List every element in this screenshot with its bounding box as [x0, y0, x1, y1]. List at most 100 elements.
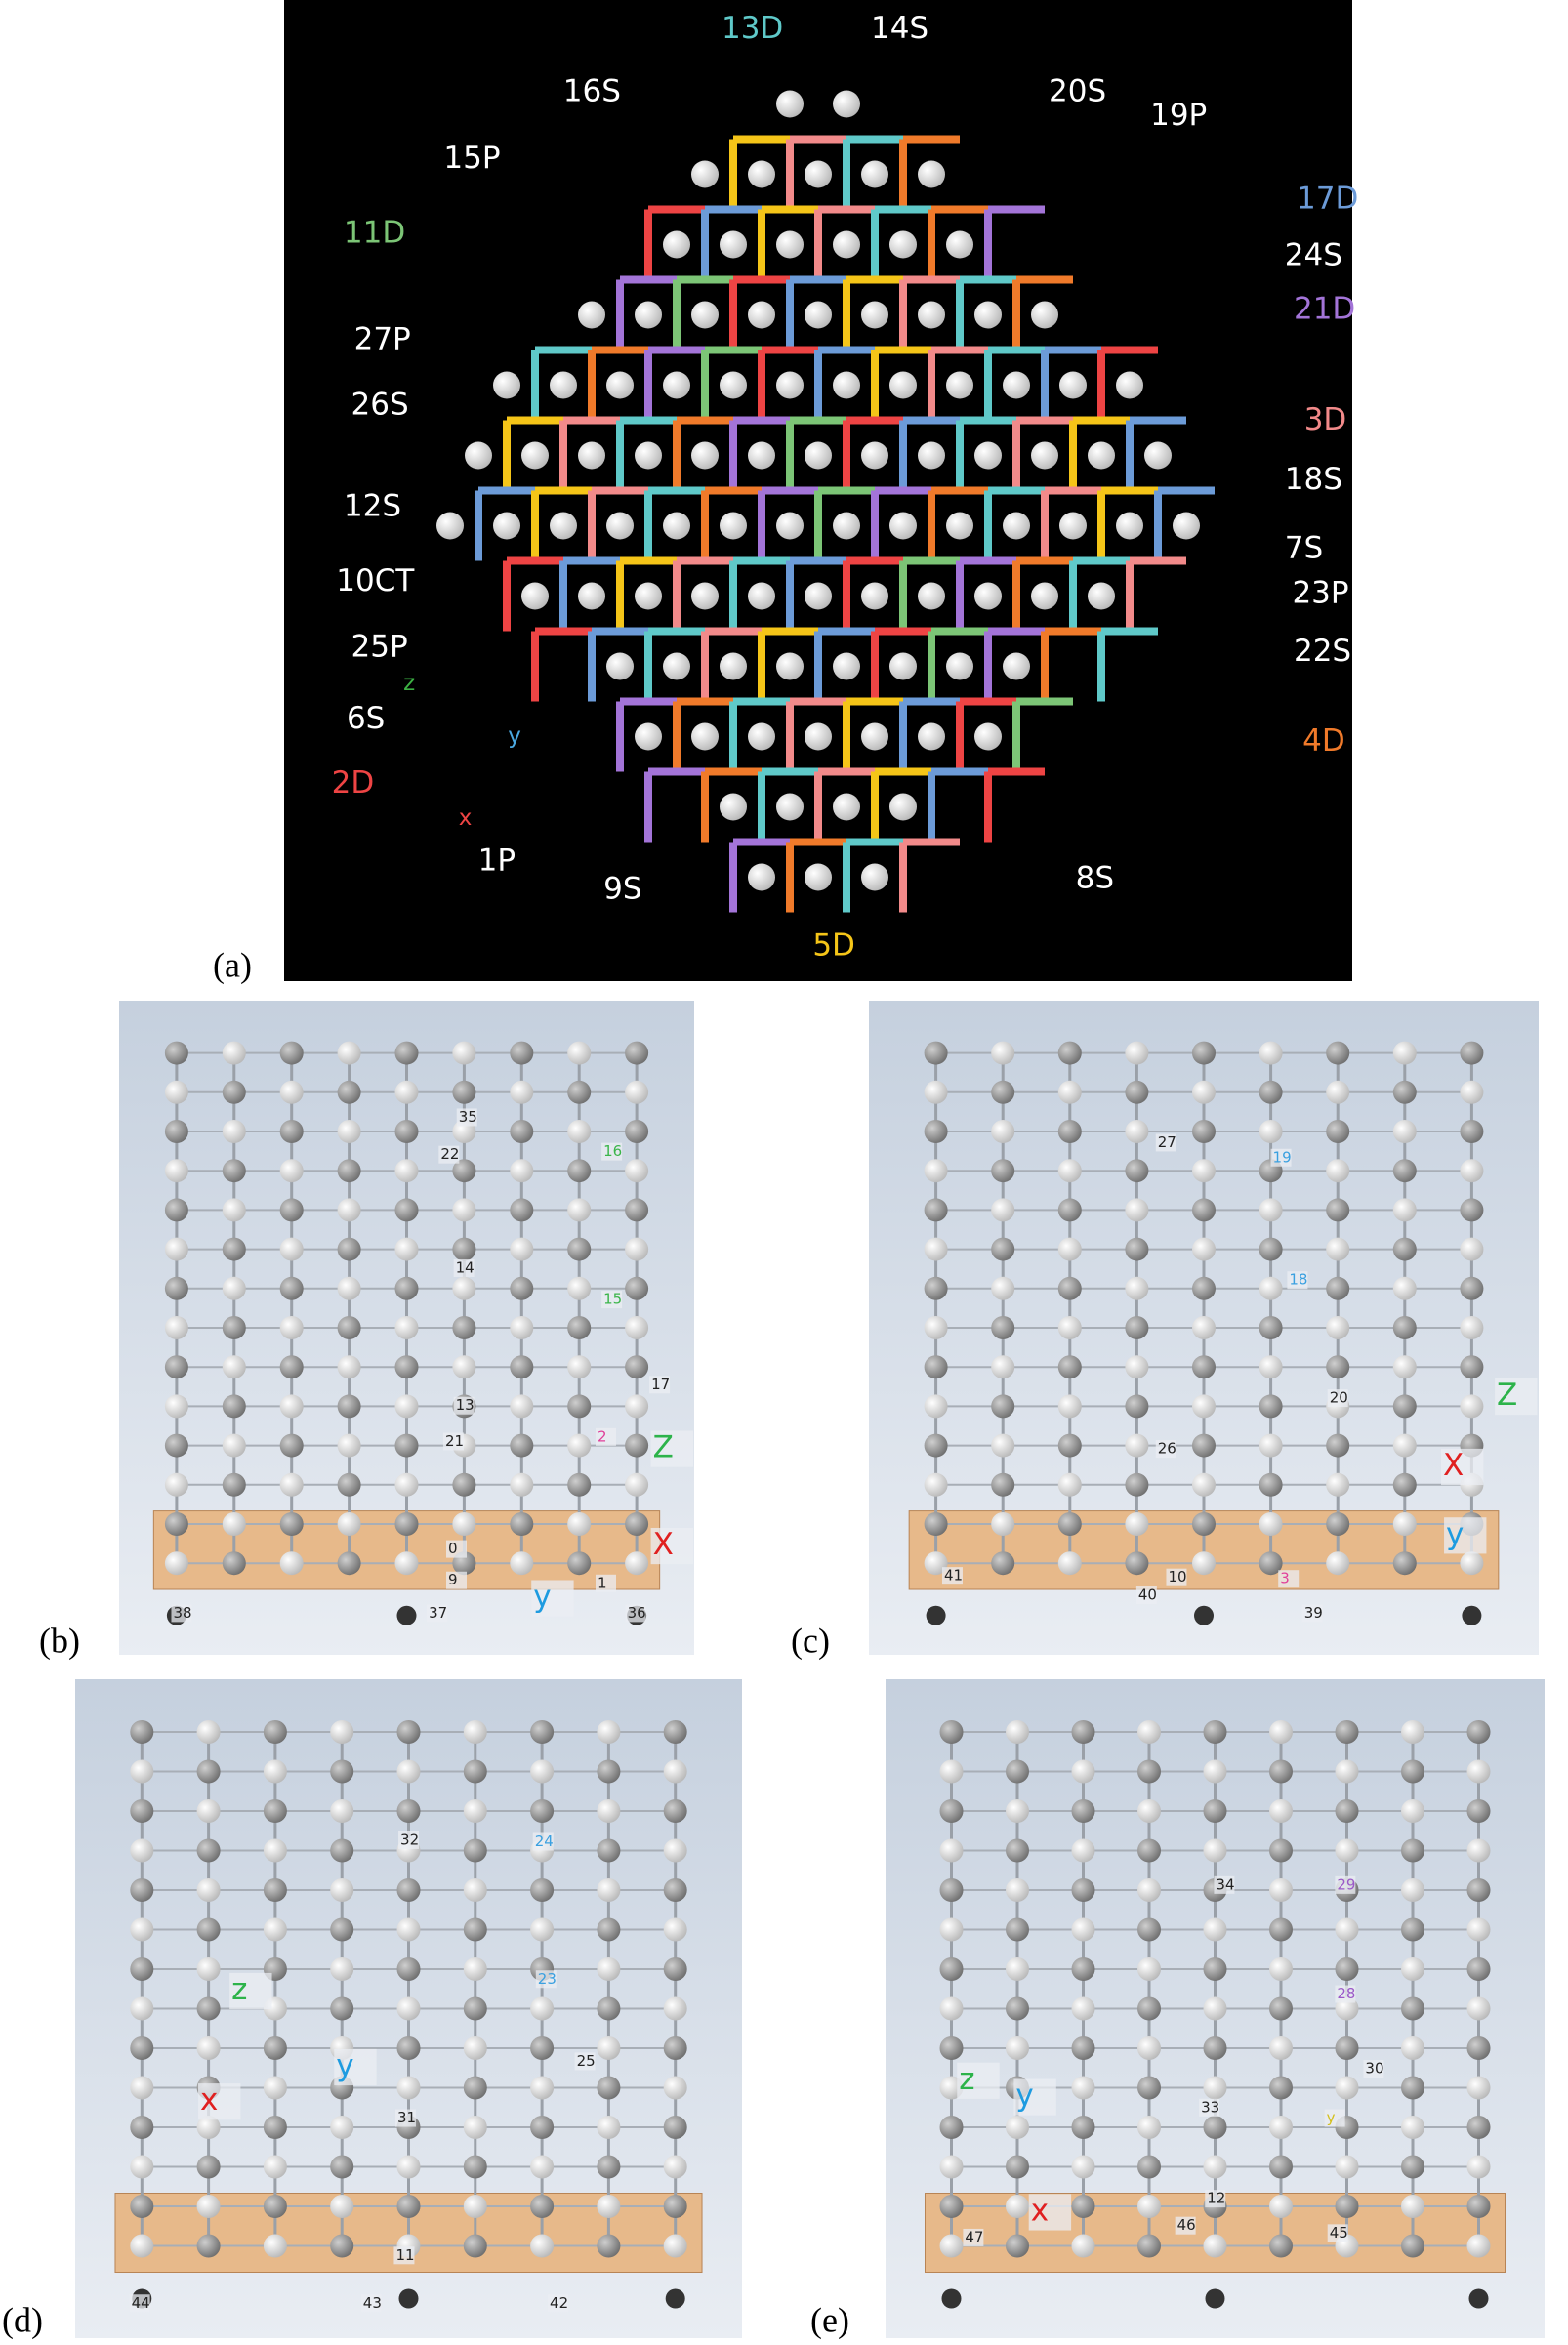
label-backdrop	[1175, 2216, 1196, 2235]
node-sphere	[720, 371, 747, 399]
node-sphere	[394, 1041, 419, 1065]
label-backdrop	[1205, 2190, 1226, 2208]
node-sphere	[991, 1041, 1015, 1065]
node-sphere	[1144, 441, 1172, 470]
annotation: 34	[1216, 1875, 1234, 1893]
label-backdrop	[649, 1376, 671, 1394]
node-sphere	[530, 2195, 555, 2218]
node-sphere	[337, 1316, 361, 1339]
node-sphere	[337, 1198, 361, 1222]
node-sphere	[924, 1159, 948, 1183]
node-sphere	[1125, 1080, 1149, 1104]
node-sphere	[991, 1080, 1015, 1104]
node-sphere	[452, 1159, 476, 1183]
node-sphere	[196, 1957, 221, 1981]
node-sphere	[805, 301, 832, 329]
node-sphere	[991, 1316, 1015, 1339]
label-backdrop	[1214, 1875, 1235, 1894]
node-sphere	[663, 1720, 687, 1744]
node-sphere	[330, 1957, 354, 1981]
node-sphere	[463, 1799, 487, 1823]
annotation: 23P	[1292, 575, 1348, 610]
node-sphere	[663, 652, 690, 680]
node-sphere	[330, 2116, 354, 2139]
node-sphere	[939, 2155, 964, 2179]
node-sphere	[1125, 1394, 1149, 1419]
node-sphere	[510, 1472, 534, 1497]
node-sphere	[1259, 1080, 1283, 1104]
label-backdrop	[1495, 1378, 1538, 1416]
annotation: 13	[456, 1396, 475, 1414]
annotation: 14S	[871, 11, 928, 46]
node-sphere	[567, 1551, 592, 1576]
node-sphere	[1259, 1355, 1283, 1379]
panel	[869, 1001, 1539, 1655]
node-sphere	[1401, 2076, 1424, 2100]
node-sphere	[1137, 1759, 1161, 1784]
node-sphere	[1137, 1957, 1161, 1981]
label-backdrop	[1335, 1875, 1356, 1894]
node-sphere	[130, 1759, 154, 1784]
node-sphere	[1392, 1512, 1417, 1536]
node-sphere	[1259, 1276, 1283, 1300]
node-sphere	[279, 1080, 304, 1104]
node-sphere	[396, 2195, 421, 2218]
node-sphere	[1192, 1276, 1216, 1300]
node-sphere	[1392, 1472, 1417, 1497]
node-sphere	[222, 1159, 246, 1183]
node-sphere	[1057, 1120, 1082, 1143]
node-sphere	[1326, 1512, 1350, 1536]
node-sphere	[663, 512, 690, 540]
node-sphere	[1057, 1041, 1082, 1065]
label-backdrop	[398, 1831, 420, 1849]
node-sphere	[510, 1355, 534, 1379]
node-sphere	[1137, 2195, 1161, 2218]
node-sphere	[663, 2195, 687, 2218]
panel-label: (c)	[791, 1621, 830, 1660]
node-sphere	[1466, 2195, 1491, 2218]
node-sphere	[1326, 1237, 1350, 1261]
node-sphere	[663, 1957, 687, 1981]
panel-label: (a)	[213, 945, 252, 984]
node-sphere	[1071, 1917, 1095, 1942]
node-sphere	[510, 1433, 534, 1458]
node-sphere	[1335, 2155, 1359, 2179]
node-sphere	[924, 1276, 948, 1300]
node-sphere	[1259, 1237, 1283, 1261]
node-sphere	[691, 160, 719, 188]
node-sphere	[805, 582, 832, 610]
node-sphere	[452, 1041, 476, 1065]
node-sphere	[196, 1720, 221, 1744]
node-sphere	[1335, 1957, 1359, 1981]
node-sphere	[452, 1237, 476, 1261]
node-sphere	[222, 1472, 246, 1497]
node-sphere	[567, 1237, 592, 1261]
node-sphere	[330, 1917, 354, 1942]
node-sphere	[1192, 1394, 1216, 1419]
node-sphere	[1192, 1041, 1216, 1065]
node-sphere	[1326, 1472, 1350, 1497]
panel-label: (e)	[810, 2300, 849, 2339]
panel	[75, 1679, 742, 2338]
node-sphere	[164, 1551, 188, 1576]
node-sphere	[597, 2234, 621, 2258]
node-sphere	[130, 2195, 154, 2218]
node-sphere	[164, 1120, 188, 1143]
annotation: z	[403, 671, 415, 696]
node-sphere	[889, 512, 917, 540]
node-sphere	[861, 160, 888, 188]
annotation: 16	[603, 1142, 622, 1160]
node-sphere	[939, 2036, 964, 2060]
label-backdrop	[1013, 2078, 1056, 2116]
node-sphere	[1031, 441, 1058, 470]
label-backdrop	[393, 2246, 415, 2265]
label-backdrop	[1440, 1448, 1484, 1486]
annotation: 19P	[1150, 98, 1207, 133]
node-sphere	[1137, 1878, 1161, 1902]
node-sphere	[1460, 1041, 1484, 1065]
node-sphere	[805, 441, 832, 470]
annotation: 14	[456, 1258, 475, 1276]
node-sphere	[510, 1316, 534, 1339]
node-sphere	[776, 230, 804, 259]
node-sphere	[396, 2155, 421, 2179]
